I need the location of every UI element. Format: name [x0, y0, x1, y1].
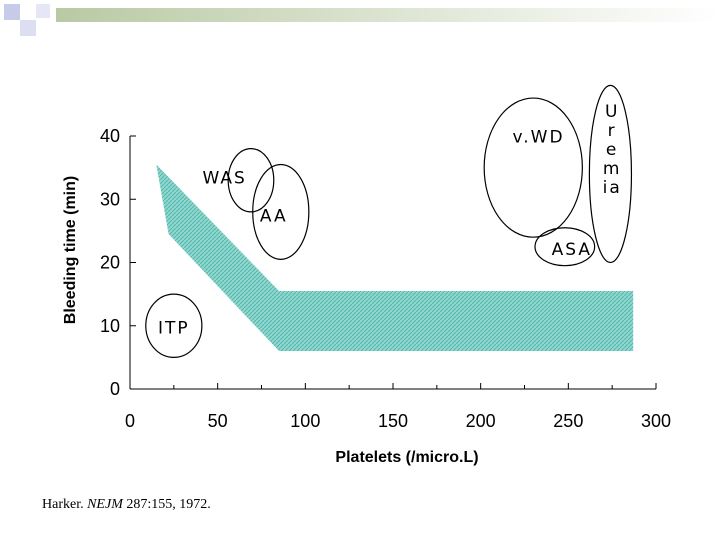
- v-wd-label: v.WD: [513, 127, 565, 147]
- x-tick-label: 150: [378, 411, 408, 431]
- v-wd-ellipse: [483, 97, 583, 238]
- uremia-label: m: [603, 159, 622, 179]
- aa-ellipse: [252, 163, 310, 260]
- y-tick-label: 0: [110, 379, 120, 399]
- x-tick-label: 100: [290, 411, 320, 431]
- citation-journal: NEJM: [87, 497, 123, 512]
- uremia-ellipse: [588, 84, 633, 264]
- uremia-label: U: [605, 102, 619, 122]
- uremia-label: e: [606, 140, 618, 160]
- x-tick-label: 200: [466, 411, 496, 431]
- y-tick-label: 40: [100, 126, 120, 146]
- citation: Harker. NEJM 287:155, 1972.: [42, 497, 211, 513]
- header-decoration: [0, 0, 720, 40]
- citation-reference: 287:155, 1972.: [126, 497, 211, 512]
- itp-label: ITP: [158, 318, 190, 338]
- uremia-label: ia: [603, 178, 622, 198]
- y-tick-label: 20: [100, 253, 120, 273]
- x-tick-label: 0: [125, 411, 135, 431]
- x-tick-label: 250: [553, 411, 583, 431]
- deco-square: [4, 4, 20, 20]
- deco-square: [36, 4, 50, 18]
- deco-stripe: [56, 8, 720, 22]
- y-axis-title: Bleeding time (min): [62, 176, 79, 324]
- x-axis-title: Platelets (/micro.L): [335, 449, 478, 466]
- was-ellipse: [227, 148, 275, 213]
- asa-label: ASA: [552, 240, 592, 260]
- aa-label: AA: [260, 206, 288, 226]
- y-tick-label: 10: [100, 316, 120, 336]
- citation-author: Harker.: [42, 497, 84, 512]
- deco-square: [20, 20, 36, 36]
- asa-ellipse: [534, 227, 596, 267]
- normal-range-band: [156, 164, 634, 352]
- y-tick-label: 30: [100, 189, 120, 209]
- uremia-label: r: [608, 121, 617, 141]
- itp-ellipse: [145, 293, 203, 358]
- was-label: WAS: [203, 168, 247, 188]
- x-tick-label: 50: [208, 411, 228, 431]
- x-tick-label: 300: [641, 411, 671, 431]
